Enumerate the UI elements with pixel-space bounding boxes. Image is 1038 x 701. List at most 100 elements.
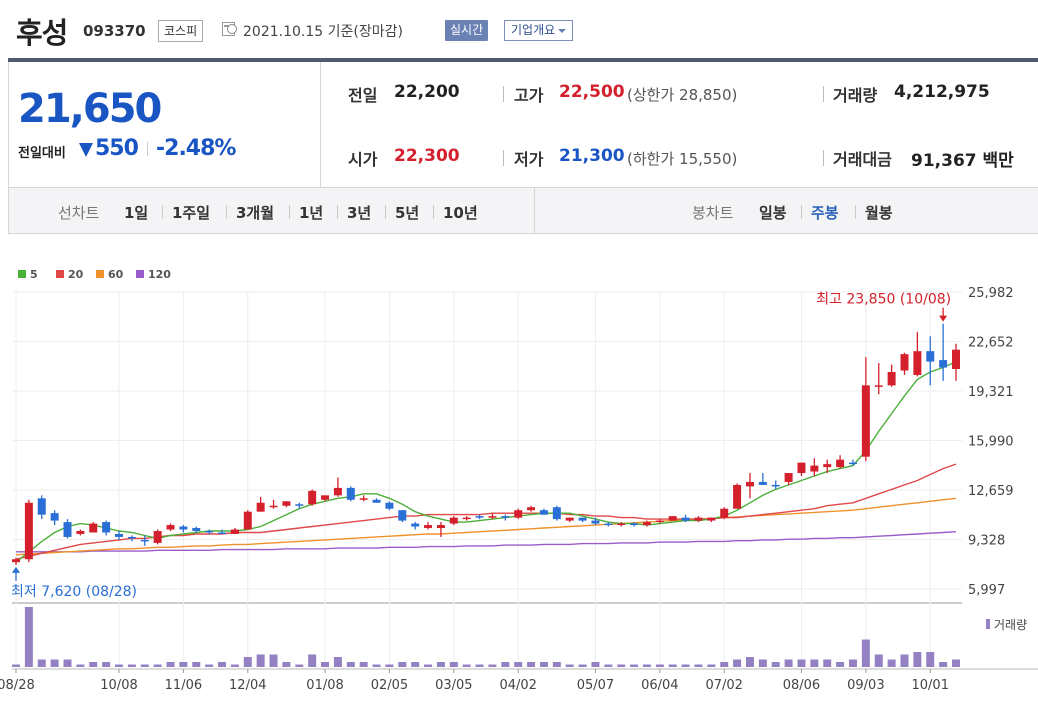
volume-bar (926, 652, 935, 667)
candle-body (89, 523, 98, 533)
volume-bar (913, 652, 922, 667)
upper-limit: (상한가 28,850) (627, 86, 738, 104)
volume-bar (514, 662, 523, 667)
period-3m[interactable]: 3개월 (236, 204, 275, 222)
candle-body (37, 498, 46, 515)
volume-legend-swatch (986, 619, 990, 629)
y-tick-label: 25,982 (968, 286, 1014, 301)
volume-bar (578, 664, 587, 667)
period-3y[interactable]: 3년 (347, 204, 372, 222)
volume-bar (552, 662, 561, 667)
chevron-down-icon (558, 28, 567, 33)
volume-bar (424, 664, 433, 667)
volume-bars: 거래량 (12, 607, 1027, 667)
volume-bar (823, 659, 832, 667)
candle-body (230, 529, 239, 534)
candle-body (668, 516, 677, 521)
period-10y[interactable]: 10년 (443, 204, 478, 222)
candle-body (321, 495, 330, 500)
volume-bar (179, 662, 188, 667)
volume-bar (449, 662, 458, 667)
candle-body (166, 525, 175, 530)
legend-swatch-60 (96, 270, 104, 278)
annotations: 최고 23,850 (10/08) 최저 7,620 (08/28) (11, 292, 951, 600)
candle-body (398, 510, 407, 521)
volume-bar (591, 662, 600, 667)
period-1d[interactable]: 1일 (124, 204, 149, 222)
divider (503, 86, 504, 102)
x-tick-label: 09/03 (847, 678, 884, 693)
candle-body (282, 501, 291, 506)
volume-bar (256, 654, 265, 667)
divider (823, 86, 824, 102)
period-1y[interactable]: 1년 (299, 204, 324, 222)
volume-bar (720, 662, 729, 667)
x-tick-label: 10/08 (100, 678, 137, 693)
lower-limit: (하한가 15,550) (627, 150, 738, 168)
candle-body (359, 498, 368, 500)
volume-bar (617, 664, 626, 667)
volume-bar (501, 662, 510, 667)
volume-bar (230, 664, 239, 667)
x-tick-label: 01/08 (306, 678, 343, 693)
volume-bar (630, 664, 639, 667)
company-overview-dropdown[interactable]: 기업개요 (504, 20, 574, 41)
max-price-annotation: 최고 23,850 (10/08) (816, 292, 951, 308)
low-label: 저가 (514, 150, 544, 169)
candle-body (462, 517, 471, 520)
candle-body (411, 523, 420, 527)
ma20-line (15, 463, 957, 560)
x-tick-label: 06/04 (641, 678, 678, 693)
volume-bar (411, 662, 420, 667)
candle-body (372, 499, 381, 503)
x-tick-label: 10/01 (912, 678, 949, 693)
change-label: 전일대비 (18, 146, 66, 161)
volume-legend-label: 거래량 (994, 618, 1027, 632)
volume-bar (810, 659, 819, 667)
candle-body (115, 533, 124, 537)
quote-date: 2021.10.15 기준(장마감) (243, 24, 403, 40)
divider (385, 205, 386, 219)
candle-body (681, 517, 690, 521)
price-box (8, 62, 321, 188)
candle-monthly[interactable]: 월봉 (865, 204, 893, 222)
candle-body (436, 525, 445, 529)
candle-weekly[interactable]: 주봉 (811, 204, 839, 222)
period-1w[interactable]: 1주일 (172, 204, 211, 222)
divider (433, 205, 434, 219)
volume-bar (784, 659, 793, 667)
candle-body (153, 530, 162, 543)
candle-body (127, 536, 136, 539)
candle-body (655, 520, 664, 523)
candle-body (874, 385, 883, 387)
candle-body (24, 502, 33, 560)
divider (503, 150, 504, 166)
ma5-line (15, 360, 957, 563)
legend-label-5: 5 (30, 268, 38, 281)
volume-bar (115, 664, 124, 667)
volume-bar (153, 664, 162, 667)
volume-bar (771, 662, 780, 667)
candle-daily[interactable]: 일봉 (759, 204, 787, 222)
volume-bar (565, 664, 574, 667)
candle-body (192, 528, 201, 531)
divider (855, 205, 856, 219)
volume-bar (63, 659, 72, 667)
volume-bar (539, 662, 548, 667)
volume-bar (372, 664, 381, 667)
candle-body (694, 517, 703, 521)
candle-body (514, 510, 523, 518)
x-tick-label: 11/06 (165, 678, 202, 693)
high-value: 22,500 (559, 82, 625, 102)
y-tick-label: 12,659 (968, 484, 1014, 499)
period-5y[interactable]: 5년 (395, 204, 420, 222)
y-tick-label: 15,990 (968, 435, 1014, 450)
candle-body (797, 462, 806, 474)
realtime-button[interactable]: 실시간 (445, 20, 489, 41)
y-axis-ticks: 25,982 22,652 19,321 15,990 12,659 9,328 5,997 (968, 286, 1014, 598)
candle-body (308, 490, 317, 505)
volume-bar (346, 662, 355, 667)
high-label: 고가 (514, 86, 544, 105)
divider (289, 205, 290, 219)
volume-bar (707, 664, 716, 667)
